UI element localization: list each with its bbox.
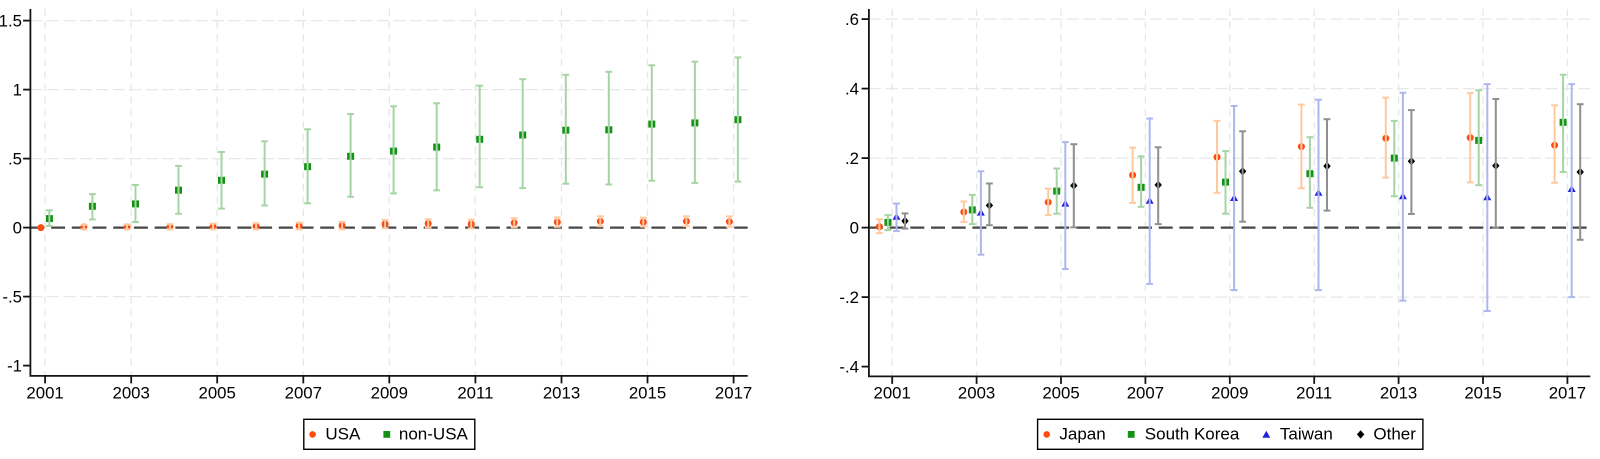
svg-text:.6: .6 — [845, 10, 859, 29]
svg-text:0: 0 — [13, 218, 22, 237]
svg-text:-.2: -.2 — [839, 288, 859, 307]
svg-text:-.5: -.5 — [2, 287, 22, 306]
svg-text:USA: USA — [325, 424, 361, 443]
svg-text:2005: 2005 — [1042, 384, 1079, 403]
svg-text:2013: 2013 — [1380, 384, 1417, 403]
svg-text:1: 1 — [13, 80, 22, 99]
svg-text:non-USA: non-USA — [399, 424, 469, 443]
svg-text:2007: 2007 — [1127, 384, 1164, 403]
svg-text:2017: 2017 — [1549, 384, 1586, 403]
svg-text:Other: Other — [1373, 424, 1416, 443]
svg-text:2009: 2009 — [371, 384, 408, 403]
svg-text:1.5: 1.5 — [0, 11, 22, 30]
svg-text:2005: 2005 — [199, 384, 236, 403]
svg-text:-1: -1 — [7, 356, 22, 375]
svg-text:2003: 2003 — [958, 384, 995, 403]
svg-text:2011: 2011 — [457, 384, 493, 403]
svg-text:2013: 2013 — [543, 384, 580, 403]
svg-text:.5: .5 — [8, 149, 22, 168]
svg-text:2015: 2015 — [629, 384, 666, 403]
svg-text:2001: 2001 — [874, 384, 911, 403]
svg-text:2011: 2011 — [1296, 384, 1332, 403]
svg-text:Taiwan: Taiwan — [1280, 424, 1333, 443]
svg-text:2009: 2009 — [1211, 384, 1248, 403]
svg-text:2001: 2001 — [26, 384, 63, 403]
svg-text:2015: 2015 — [1464, 384, 1501, 403]
svg-text:2017: 2017 — [715, 384, 752, 403]
svg-text:0: 0 — [850, 218, 859, 237]
svg-text:2003: 2003 — [113, 384, 150, 403]
svg-text:2007: 2007 — [285, 384, 322, 403]
svg-text:South Korea: South Korea — [1145, 424, 1240, 443]
svg-text:-.4: -.4 — [839, 357, 859, 376]
svg-text:Japan: Japan — [1059, 424, 1105, 443]
svg-text:.4: .4 — [845, 79, 859, 98]
svg-text:.2: .2 — [845, 149, 859, 168]
